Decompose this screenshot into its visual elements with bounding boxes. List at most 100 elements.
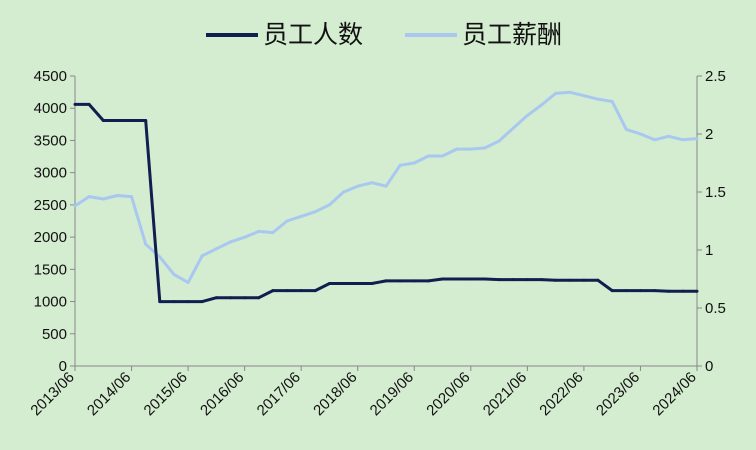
data-point-employee-pay bbox=[554, 91, 558, 95]
data-point-employee-count bbox=[87, 102, 91, 106]
data-point-employee-pay bbox=[186, 281, 190, 284]
data-point-employee-count bbox=[130, 119, 133, 122]
series-line-employee-count bbox=[75, 102, 697, 304]
x-tick-label: 2015/06 bbox=[141, 369, 191, 419]
data-point-employee-pay bbox=[695, 137, 699, 141]
data-point-employee-pay bbox=[568, 90, 572, 94]
data-point-employee-pay bbox=[87, 195, 91, 199]
data-point-employee-count bbox=[511, 278, 515, 282]
data-point-employee-pay bbox=[299, 214, 303, 218]
data-point-employee-pay bbox=[342, 190, 346, 194]
data-point-employee-pay bbox=[412, 161, 416, 165]
right-y-tick-labels: 0 0.5 1 1.5 2 2.5 bbox=[697, 68, 726, 375]
left-y-tick-label: 4000 bbox=[34, 100, 67, 117]
data-point-employee-pay bbox=[639, 132, 642, 136]
data-point-employee-count bbox=[172, 300, 176, 304]
data-point-employee-pay bbox=[582, 94, 586, 98]
data-point-employee-count bbox=[426, 279, 430, 283]
data-point-employee-pay bbox=[158, 255, 162, 259]
data-point-employee-count bbox=[257, 296, 261, 300]
right-y-tick-label: 0.5 bbox=[705, 300, 726, 317]
left-y-tick-labels: 0 500 1000 1500 2000 2500 3000 3500 4000 4500 bbox=[34, 68, 75, 375]
data-point-employee-count bbox=[624, 289, 628, 293]
data-point-employee-count bbox=[73, 102, 77, 106]
data-point-employee-count bbox=[540, 278, 543, 282]
data-point-employee-pay bbox=[455, 147, 459, 151]
right-y-tick-label: 2.5 bbox=[705, 68, 726, 85]
x-tick-labels: 2013/06 2014/06 2015/06 2016/06 2017/06 2018/… bbox=[27, 366, 700, 419]
data-point-employee-pay bbox=[313, 210, 317, 214]
data-point-employee-pay bbox=[328, 203, 331, 207]
data-point-employee-count bbox=[554, 278, 558, 282]
data-point-employee-count bbox=[695, 289, 699, 293]
data-point-employee-pay bbox=[681, 138, 685, 142]
data-point-employee-pay bbox=[667, 134, 671, 138]
x-tick-label: 2014/06 bbox=[84, 369, 134, 419]
x-tick-label: 2023/06 bbox=[593, 369, 643, 419]
data-point-employee-count bbox=[356, 282, 360, 285]
data-point-employee-count bbox=[610, 289, 614, 293]
axes bbox=[74, 76, 698, 367]
data-point-employee-count bbox=[483, 277, 487, 281]
data-point-employee-count bbox=[158, 300, 162, 304]
data-point-employee-count bbox=[525, 278, 529, 282]
data-point-employee-pay bbox=[229, 240, 232, 244]
data-point-employee-pay bbox=[257, 229, 261, 233]
left-y-tick-label: 2000 bbox=[34, 229, 67, 246]
x-tick-label: 2020/06 bbox=[423, 369, 473, 419]
data-point-employee-count bbox=[681, 289, 685, 293]
series-points-employee-count bbox=[73, 102, 699, 304]
data-point-employee-pay bbox=[130, 195, 133, 199]
data-point-employee-count bbox=[412, 279, 416, 283]
left-y-tick-label: 4500 bbox=[34, 68, 67, 85]
data-point-employee-pay bbox=[243, 235, 247, 239]
data-point-employee-count bbox=[299, 289, 303, 293]
x-tick-label: 2021/06 bbox=[480, 369, 530, 419]
data-point-employee-count bbox=[229, 296, 232, 300]
data-point-employee-pay bbox=[525, 113, 529, 117]
right-y-tick-label: 1.5 bbox=[705, 184, 726, 201]
data-point-employee-pay bbox=[653, 138, 657, 142]
data-point-employee-count bbox=[186, 300, 190, 304]
x-tick-label: 2013/06 bbox=[27, 369, 77, 419]
data-point-employee-count bbox=[441, 277, 444, 281]
data-point-employee-count bbox=[243, 296, 247, 300]
data-point-employee-count bbox=[639, 289, 642, 293]
data-point-employee-pay bbox=[115, 194, 119, 197]
data-point-employee-pay bbox=[483, 146, 487, 150]
x-tick-label: 2016/06 bbox=[197, 369, 247, 419]
x-tick-label: 2019/06 bbox=[367, 369, 417, 419]
data-point-employee-pay bbox=[144, 242, 148, 246]
data-point-employee-pay bbox=[200, 254, 204, 258]
data-point-employee-count bbox=[667, 289, 671, 293]
data-point-employee-count bbox=[328, 282, 331, 285]
data-point-employee-count bbox=[101, 119, 105, 122]
data-point-employee-count bbox=[271, 289, 275, 293]
series-lines bbox=[73, 90, 699, 304]
left-y-tick-label: 500 bbox=[42, 326, 67, 343]
data-point-employee-count bbox=[497, 278, 501, 282]
data-point-employee-pay bbox=[426, 154, 430, 158]
series-points-employee-pay bbox=[73, 90, 699, 284]
data-point-employee-pay bbox=[441, 154, 444, 158]
data-point-employee-count bbox=[469, 277, 473, 281]
legend-label-employee-count: 员工人数 bbox=[263, 20, 363, 49]
x-tick-label: 2022/06 bbox=[536, 369, 586, 419]
data-point-employee-pay bbox=[624, 127, 628, 131]
data-point-employee-pay bbox=[356, 184, 360, 188]
right-y-tick-label: 1 bbox=[705, 242, 713, 259]
data-point-employee-count bbox=[455, 277, 459, 281]
data-point-employee-pay bbox=[398, 163, 402, 167]
data-point-employee-count bbox=[144, 119, 148, 122]
left-y-tick-label: 3000 bbox=[34, 165, 67, 182]
data-point-employee-count bbox=[568, 278, 572, 282]
data-point-employee-count bbox=[115, 119, 119, 122]
data-point-employee-pay bbox=[73, 204, 77, 208]
legend: 员工人数 员工薪酬 bbox=[206, 20, 562, 49]
data-point-employee-count bbox=[313, 289, 317, 293]
data-point-employee-count bbox=[582, 278, 586, 282]
legend-label-employee-pay: 员工薪酬 bbox=[462, 20, 562, 49]
data-point-employee-pay bbox=[610, 100, 614, 103]
x-tick-label: 2017/06 bbox=[254, 369, 304, 419]
